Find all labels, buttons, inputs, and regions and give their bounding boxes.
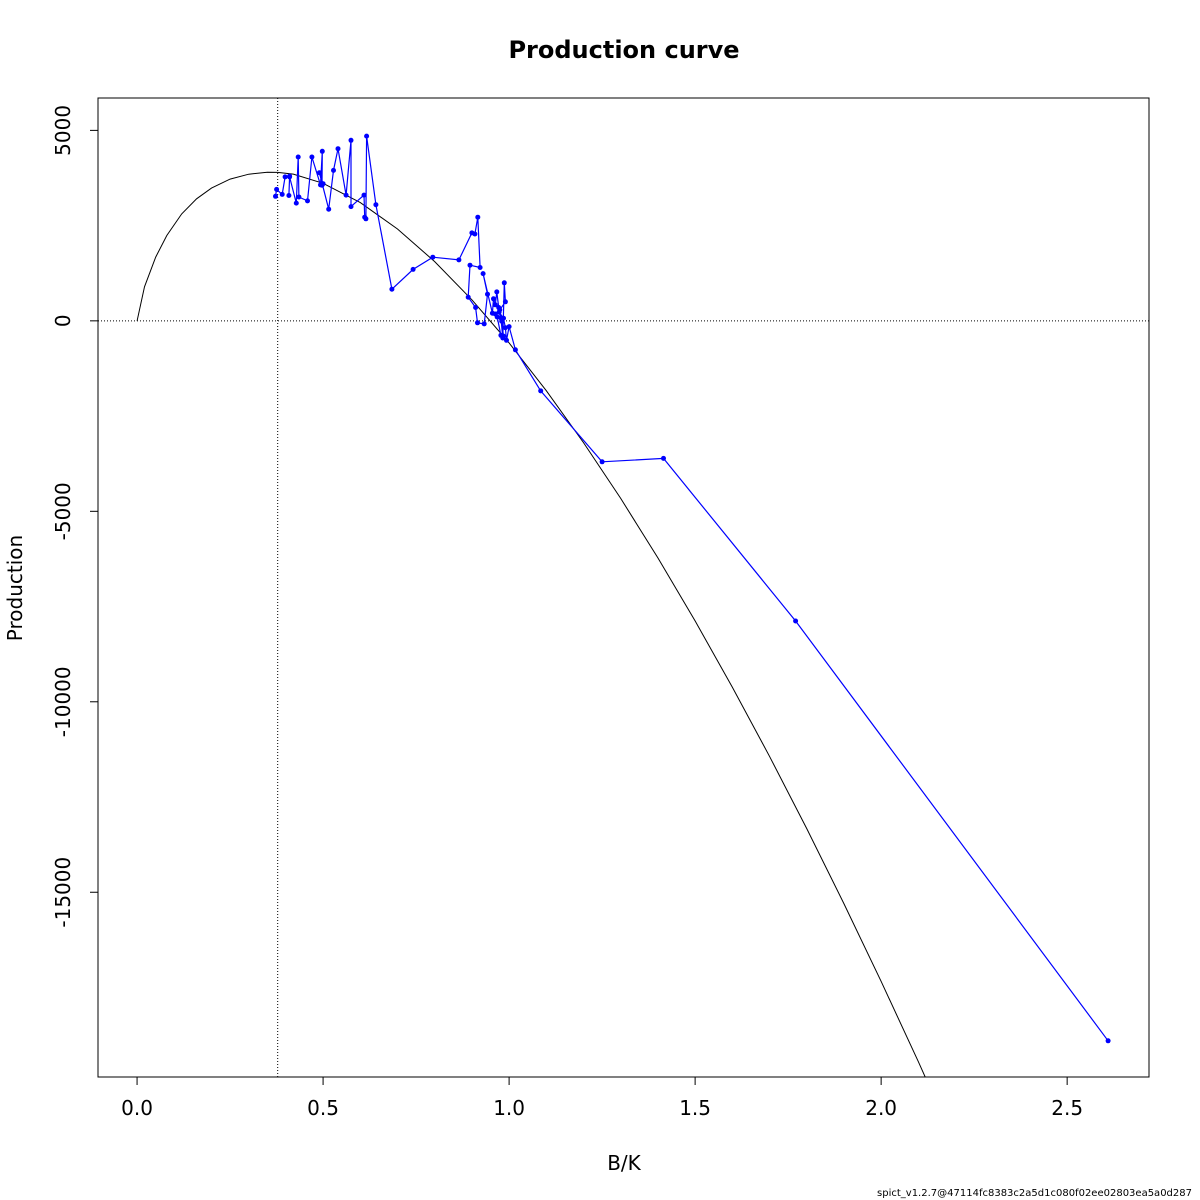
observed-point xyxy=(282,174,288,180)
x-axis: 0.0 0.5 1.0 1.5 2.0 2.5 xyxy=(121,1077,1083,1120)
observed-point xyxy=(274,186,280,192)
observed-point xyxy=(348,204,354,210)
observed-point xyxy=(279,191,285,197)
y-axis-label: Production xyxy=(3,535,27,641)
observed-point xyxy=(364,133,370,139)
x-tick-label: 1.0 xyxy=(493,1096,525,1120)
observed-point xyxy=(485,291,490,297)
y-tick-label: -15000 xyxy=(51,857,75,928)
observed-point xyxy=(502,299,508,305)
observed-point xyxy=(320,181,326,187)
y-tick-label: -10000 xyxy=(51,666,75,737)
observed-point xyxy=(477,265,483,270)
plot-frame xyxy=(97,97,1150,1078)
observed-point xyxy=(480,271,486,277)
observed-point xyxy=(504,337,509,343)
observed-point xyxy=(494,289,500,295)
y-axis: -15000 -10000 -5000 0 5000 xyxy=(51,105,98,928)
x-tick-label: 2.5 xyxy=(1051,1096,1083,1120)
observed-point xyxy=(305,198,310,204)
observed-point xyxy=(599,459,605,465)
observed-point xyxy=(316,170,322,176)
y-tick-label: 5000 xyxy=(51,105,75,156)
observed-point xyxy=(273,193,278,199)
observed-point xyxy=(475,320,480,326)
observed-point xyxy=(287,174,293,180)
observed-point xyxy=(410,266,416,272)
observed-point xyxy=(506,324,512,330)
observed-point xyxy=(456,257,462,263)
observed-point xyxy=(473,305,479,310)
observed-point xyxy=(430,254,436,260)
chart-title: Production curve xyxy=(508,36,739,64)
observed-point xyxy=(389,286,395,292)
observed-point xyxy=(293,200,299,206)
observed-point xyxy=(491,296,496,302)
observed-point xyxy=(326,206,332,212)
observed-point xyxy=(467,262,473,268)
observed-point xyxy=(295,154,301,160)
theoretical-production-curve xyxy=(136,171,926,1077)
reference-lines xyxy=(98,98,1149,1077)
observed-point xyxy=(335,146,341,152)
observed-point xyxy=(512,347,518,353)
x-axis-label: B/K xyxy=(607,1151,641,1175)
observed-point xyxy=(343,192,349,198)
y-tick-label: 0 xyxy=(51,314,75,327)
x-tick-label: 0.5 xyxy=(307,1096,339,1120)
x-tick-label: 2.0 xyxy=(865,1096,897,1120)
observed-point xyxy=(363,216,369,222)
observed-point xyxy=(331,167,336,173)
observed-series-layer xyxy=(273,133,1111,1044)
observed-point xyxy=(373,202,379,208)
x-tick-label: 0.0 xyxy=(121,1096,153,1120)
observed-point xyxy=(465,294,471,300)
observed-point xyxy=(661,455,666,461)
observed-point xyxy=(1105,1038,1111,1044)
observed-point xyxy=(501,280,507,286)
observed-point xyxy=(481,321,487,327)
observed-point xyxy=(501,333,506,339)
x-tick-label: 1.5 xyxy=(679,1096,711,1120)
observed-point xyxy=(475,214,481,220)
observed-point xyxy=(501,315,506,321)
observed-point xyxy=(793,618,799,624)
observed-point xyxy=(319,148,325,154)
observed-point xyxy=(296,194,302,200)
observed-point xyxy=(361,192,367,198)
production-curve-layer xyxy=(136,171,926,1077)
observed-point xyxy=(496,309,502,315)
observed-point xyxy=(286,193,292,198)
observed-point xyxy=(538,388,544,394)
observed-point xyxy=(309,154,315,160)
observed-point xyxy=(494,314,500,320)
y-tick-label: -5000 xyxy=(51,482,75,540)
observed-series-line xyxy=(274,136,1109,1042)
observed-point xyxy=(492,302,498,308)
observed-point xyxy=(348,137,354,143)
version-footer: spict_v1.2.7@47114fc8383c2a5d1c080f02ee0… xyxy=(877,1188,1192,1199)
observed-point xyxy=(472,231,478,237)
